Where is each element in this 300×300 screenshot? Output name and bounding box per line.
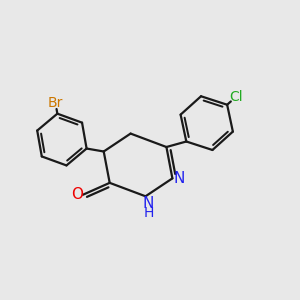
Text: Cl: Cl <box>229 90 242 104</box>
Text: H: H <box>143 206 154 220</box>
Text: Br: Br <box>48 96 63 110</box>
Text: N: N <box>143 196 154 211</box>
Text: O: O <box>71 187 83 202</box>
Text: N: N <box>173 171 185 186</box>
